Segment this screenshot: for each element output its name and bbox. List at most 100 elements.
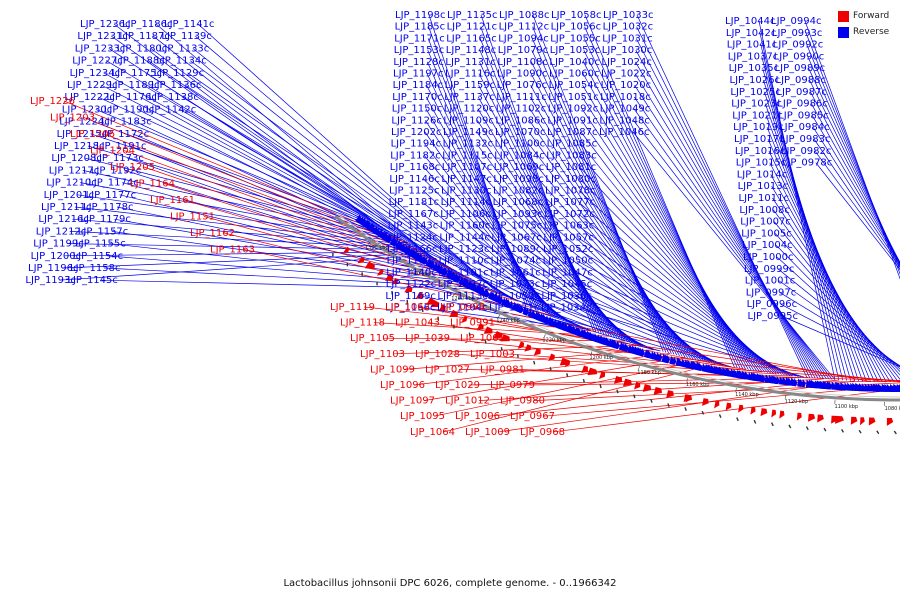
reverse-gene-label[interactable]: LJP_1133c xyxy=(159,43,210,54)
reverse-gene-label[interactable]: LJP_1088c xyxy=(499,10,550,21)
reverse-gene-label[interactable]: LJP_1070c xyxy=(495,127,546,138)
reverse-gene-label[interactable]: LJP_1202c xyxy=(391,127,442,138)
reverse-gene-label[interactable]: LJP_1077c xyxy=(545,197,596,208)
reverse-gene-label[interactable]: LJP_1050c xyxy=(543,256,594,267)
reverse-gene-label[interactable]: LJP_1127c xyxy=(438,279,489,290)
reverse-gene-label[interactable]: LJP_1236c xyxy=(80,19,131,30)
reverse-gene-label[interactable]: LJP_0996c xyxy=(747,299,798,310)
reverse-gene-label[interactable]: LJP_1011c xyxy=(739,193,790,204)
forward-gene-label[interactable]: LJP_1039 xyxy=(405,333,450,344)
reverse-gene-label[interactable]: LJP_1072c xyxy=(544,209,595,220)
reverse-gene-label[interactable]: LJP_1154c xyxy=(73,251,124,262)
reverse-gene-label[interactable]: LJP_1001c xyxy=(745,276,796,287)
reverse-gene-label[interactable]: LJP_1231c xyxy=(77,31,128,42)
reverse-gene-label[interactable]: LJP_1201c xyxy=(44,190,95,201)
reverse-gene-label[interactable]: LJP_0987c xyxy=(776,87,827,98)
reverse-gene-label[interactable]: LJP_1085c xyxy=(547,139,598,150)
reverse-gene-label[interactable]: LJP_1090c xyxy=(497,69,548,80)
reverse-gene-label[interactable]: LJP_1007c xyxy=(740,217,791,228)
reverse-gene-label[interactable]: LJP_1018c xyxy=(600,92,651,103)
reverse-gene-label[interactable]: LJP_1014c xyxy=(737,169,788,180)
reverse-gene-label[interactable]: LJP_1048c xyxy=(599,115,650,126)
reverse-gene-label[interactable]: LJP_1182c xyxy=(390,150,441,161)
reverse-gene-label[interactable]: LJP_1165c xyxy=(446,33,497,44)
forward-gene-label[interactable]: LJP_0998 xyxy=(440,302,485,313)
reverse-gene-label[interactable]: LJP_1188c xyxy=(114,56,165,67)
forward-gene-label[interactable]: LJP_1151 xyxy=(170,212,215,223)
reverse-gene-label[interactable]: LJP_1170c xyxy=(392,92,443,103)
reverse-gene-label[interactable]: LJP_1158c xyxy=(70,263,121,274)
reverse-gene-label[interactable]: LJP_0999c xyxy=(744,264,795,275)
reverse-gene-label[interactable]: LJP_1196c xyxy=(28,263,79,274)
reverse-gene-label[interactable]: LJP_1078c xyxy=(545,186,596,197)
reverse-gene-label[interactable]: LJP_1005c xyxy=(741,228,792,239)
reverse-gene-label[interactable]: LJP_1051c xyxy=(548,92,599,103)
reverse-gene-label[interactable]: LJP_1073c xyxy=(490,279,541,290)
reverse-gene-label[interactable]: LJP_1215c xyxy=(57,129,108,140)
reverse-gene-label[interactable]: LJP_1032c xyxy=(603,22,654,33)
forward-gene-label[interactable]: LJP_1204 xyxy=(90,146,135,157)
reverse-gene-label[interactable]: LJP_1094c xyxy=(498,33,549,44)
reverse-gene-label[interactable]: LJP_1149c xyxy=(443,127,494,138)
reverse-gene-label[interactable]: LJP_1142c xyxy=(146,104,197,115)
forward-gene-label[interactable]: LJP_0967 xyxy=(510,411,555,422)
forward-gene-label[interactable]: LJP_1205 xyxy=(110,162,155,173)
reverse-gene-label[interactable]: LJP_1067c xyxy=(491,232,542,243)
reverse-gene-label[interactable]: LJP_1171c xyxy=(394,33,445,44)
reverse-gene-label[interactable]: LJP_1138c xyxy=(148,92,199,103)
forward-gene-label[interactable]: LJP_1009 xyxy=(465,427,510,438)
reverse-gene-label[interactable]: LJP_1057c xyxy=(543,232,594,243)
reverse-gene-label[interactable]: LJP_1150c xyxy=(392,104,443,115)
forward-gene-label[interactable]: LJP_1012 xyxy=(445,396,490,407)
reverse-gene-label[interactable]: LJP_1125c xyxy=(389,186,440,197)
reverse-gene-label[interactable]: LJP_1211c xyxy=(41,202,92,213)
reverse-gene-label[interactable]: LJP_0988c xyxy=(776,75,827,86)
reverse-gene-label[interactable]: LJP_1166c xyxy=(387,244,438,255)
forward-gene-label[interactable]: LJP_0981 xyxy=(480,364,525,375)
reverse-gene-label[interactable]: LJP_1042c xyxy=(726,28,777,39)
forward-gene-label[interactable]: LJP_1029 xyxy=(435,380,480,391)
reverse-gene-label[interactable]: LJP_1167c xyxy=(388,209,439,220)
reverse-gene-label[interactable]: LJP_1020c xyxy=(601,80,652,91)
forward-gene-label[interactable]: LJP_1003 xyxy=(470,349,515,360)
reverse-gene-label[interactable]: LJP_0993c xyxy=(772,28,823,39)
reverse-gene-label[interactable]: LJP_1176c xyxy=(106,92,156,103)
reverse-gene-label[interactable]: LJP_1021c xyxy=(732,110,783,121)
reverse-gene-label[interactable]: LJP_1113c xyxy=(437,291,488,302)
reverse-gene-label[interactable]: LJP_1152c xyxy=(387,256,438,267)
reverse-gene-label[interactable]: LJP_1129c xyxy=(154,68,205,79)
reverse-gene-label[interactable]: LJP_1083c xyxy=(546,150,597,161)
reverse-gene-label[interactable]: LJP_1084c xyxy=(494,150,545,161)
reverse-gene-label[interactable]: LJP_1044c xyxy=(725,16,776,27)
reverse-gene-label[interactable]: LJP_1139c xyxy=(161,31,212,42)
reverse-gene-label[interactable]: LJP_1092c xyxy=(548,104,599,115)
reverse-gene-label[interactable]: LJP_1174c xyxy=(88,178,139,189)
reverse-gene-label[interactable]: LJP_1168c xyxy=(390,162,441,173)
reverse-gene-label[interactable]: LJP_1041c xyxy=(727,40,778,51)
forward-gene-label[interactable]: LJP_1027 xyxy=(425,364,470,375)
reverse-gene-label[interactable]: LJP_1134c xyxy=(156,56,207,67)
reverse-gene-label[interactable]: LJP_1116c xyxy=(445,69,496,80)
forward-gene-label[interactable]: LJP_0980 xyxy=(500,396,545,407)
reverse-gene-label[interactable]: LJP_1030c xyxy=(602,45,653,56)
reverse-gene-label[interactable]: LJP_1186c xyxy=(122,19,173,30)
reverse-gene-label[interactable]: LJP_1181c xyxy=(389,197,440,208)
reverse-gene-label[interactable]: LJP_1222c xyxy=(64,92,115,103)
reverse-gene-label[interactable]: LJP_1053c xyxy=(550,45,601,56)
reverse-gene-label[interactable]: LJP_1074c xyxy=(491,256,541,267)
reverse-gene-label[interactable]: LJP_1036c xyxy=(541,291,592,302)
reverse-gene-label[interactable]: LJP_1104c xyxy=(437,303,488,314)
reverse-gene-label[interactable]: LJP_1056c xyxy=(551,22,602,33)
reverse-gene-label[interactable]: LJP_1019c xyxy=(733,122,784,133)
reverse-gene-label[interactable]: LJP_1047c xyxy=(542,267,593,278)
reverse-gene-label[interactable]: LJP_1157c xyxy=(78,226,129,237)
reverse-gene-label[interactable]: LJP_1033c xyxy=(603,10,654,21)
forward-gene-label[interactable]: LJP_1161 xyxy=(150,195,195,206)
reverse-gene-label[interactable]: LJP_1015c xyxy=(736,158,787,169)
reverse-gene-label[interactable]: LJP_1124c xyxy=(387,232,438,243)
forward-gene-label[interactable]: LJP_1119 xyxy=(330,302,375,313)
reverse-gene-label[interactable]: LJP_1098c xyxy=(493,174,544,185)
gene-labels[interactable]: LJP_1236cLJP_1231cLJP_1233cLJP_1227cLJP_… xyxy=(25,10,832,438)
reverse-gene-label[interactable]: LJP_1061c xyxy=(490,267,541,278)
reverse-gene-label[interactable]: LJP_0995c xyxy=(748,311,799,322)
